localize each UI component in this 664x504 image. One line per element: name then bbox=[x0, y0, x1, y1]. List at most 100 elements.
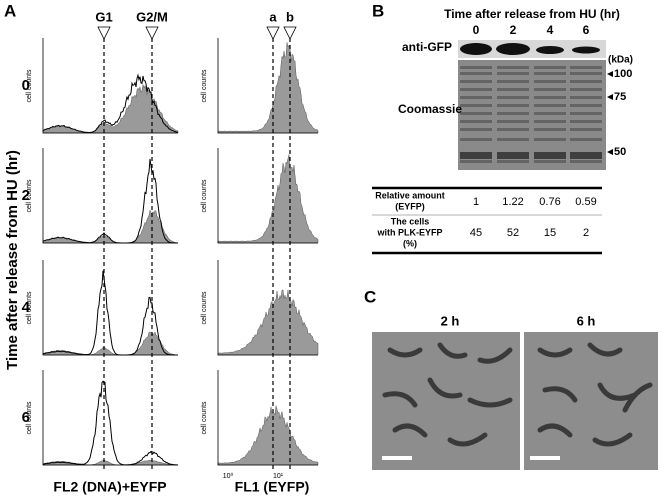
y-axis-label: cell counts bbox=[26, 179, 33, 213]
cell bbox=[447, 432, 488, 447]
row-header: (%) bbox=[403, 238, 417, 248]
gel-band bbox=[497, 112, 529, 115]
axis bbox=[217, 148, 318, 244]
gel-band bbox=[497, 128, 529, 131]
gel-band bbox=[460, 138, 492, 141]
panel-label: A bbox=[4, 1, 16, 20]
histogram bbox=[217, 154, 319, 244]
gel-band bbox=[570, 138, 602, 141]
image-label: 6 h bbox=[577, 313, 596, 328]
blot-bands bbox=[460, 43, 600, 55]
scale-bar bbox=[530, 456, 560, 460]
gel-band bbox=[534, 96, 566, 99]
gel-band bbox=[497, 120, 529, 123]
gel-band bbox=[497, 152, 529, 159]
y-title: Time after release from HU (hr) bbox=[4, 150, 21, 370]
gel-band bbox=[460, 66, 492, 69]
gel-band bbox=[534, 88, 566, 91]
gel-band bbox=[570, 72, 602, 75]
y-axis-label: cell counts bbox=[201, 401, 208, 435]
gel-band bbox=[460, 72, 492, 75]
gel-band bbox=[534, 112, 566, 115]
scale-bar bbox=[382, 456, 412, 460]
gel-band bbox=[497, 104, 529, 107]
histogram-outline bbox=[42, 158, 178, 244]
gel-band bbox=[460, 152, 492, 159]
row-label: 6 bbox=[22, 409, 30, 426]
row-header: with PLK-EYFP bbox=[377, 227, 443, 237]
table-cell: 0.59 bbox=[575, 196, 596, 208]
histogram bbox=[42, 209, 179, 244]
cell bbox=[467, 397, 513, 408]
table-cell: 2 bbox=[583, 227, 589, 239]
gel-band bbox=[570, 80, 602, 83]
kda-unit: (kDa) bbox=[608, 55, 633, 66]
table-cell: 1 bbox=[473, 196, 479, 208]
row-label: 4 bbox=[22, 299, 31, 316]
gate-marker bbox=[266, 26, 280, 40]
gel-band bbox=[534, 80, 566, 83]
marker-arrow bbox=[607, 149, 613, 155]
axis bbox=[217, 38, 318, 134]
gel-band bbox=[497, 96, 529, 99]
table-cell: 45 bbox=[470, 227, 482, 239]
x-title: FL2 (DNA)+EYFP bbox=[53, 479, 166, 495]
histogram-outline bbox=[42, 270, 178, 356]
row-header: (EYFP) bbox=[395, 201, 425, 211]
gel-band bbox=[534, 120, 566, 123]
table-cell: 0.76 bbox=[539, 196, 560, 208]
y-axis-label: cell counts bbox=[201, 69, 208, 103]
gel-band bbox=[460, 160, 492, 163]
gel-band bbox=[534, 152, 566, 159]
gel-band bbox=[570, 128, 602, 131]
y-axis-label: cell counts bbox=[201, 179, 208, 213]
histogram bbox=[217, 405, 319, 466]
gel-band bbox=[570, 152, 602, 159]
gate-marker bbox=[145, 26, 159, 40]
table-cell: 52 bbox=[507, 227, 519, 239]
gel-band bbox=[460, 80, 492, 83]
row-label: 2 bbox=[22, 187, 30, 204]
gel-band bbox=[570, 88, 602, 91]
cell bbox=[387, 347, 423, 358]
gel-band bbox=[460, 112, 492, 115]
blot bbox=[458, 40, 606, 58]
axis bbox=[42, 148, 178, 244]
gel-band bbox=[460, 104, 492, 107]
marker-label: 50 bbox=[614, 146, 626, 158]
histogram bbox=[217, 42, 319, 134]
cell bbox=[592, 432, 633, 447]
gel-band bbox=[460, 128, 492, 131]
table-cell: 1.22 bbox=[502, 196, 523, 208]
gel-band bbox=[534, 72, 566, 75]
gate-label: G1 bbox=[95, 9, 112, 24]
cell bbox=[587, 342, 623, 357]
gel-band bbox=[497, 88, 529, 91]
gel-band bbox=[534, 138, 566, 141]
marker-label: 100 bbox=[614, 68, 632, 80]
gel-band bbox=[534, 104, 566, 107]
gel-band bbox=[497, 160, 529, 163]
panel-label: B bbox=[372, 1, 384, 20]
cell bbox=[542, 386, 578, 403]
axis bbox=[217, 260, 318, 356]
gel-band bbox=[460, 96, 492, 99]
cells bbox=[382, 342, 653, 447]
y-axis-label: cell counts bbox=[201, 291, 208, 325]
row-header: The cells bbox=[391, 216, 430, 226]
row-header: Relative amount bbox=[375, 190, 445, 200]
cell bbox=[622, 382, 653, 413]
blot-label: anti-GFP bbox=[402, 40, 452, 54]
lane-label: 6 bbox=[583, 23, 590, 37]
gel-band bbox=[570, 104, 602, 107]
tick-label: 10⁰ bbox=[223, 472, 234, 480]
marker-arrow bbox=[607, 71, 613, 77]
cell bbox=[537, 347, 573, 358]
cell bbox=[427, 377, 463, 399]
gel-band bbox=[497, 80, 529, 83]
panel-label: C bbox=[364, 287, 376, 306]
cell bbox=[382, 391, 418, 408]
gel-band bbox=[534, 66, 566, 69]
axis bbox=[42, 260, 178, 356]
gel-band bbox=[534, 160, 566, 163]
